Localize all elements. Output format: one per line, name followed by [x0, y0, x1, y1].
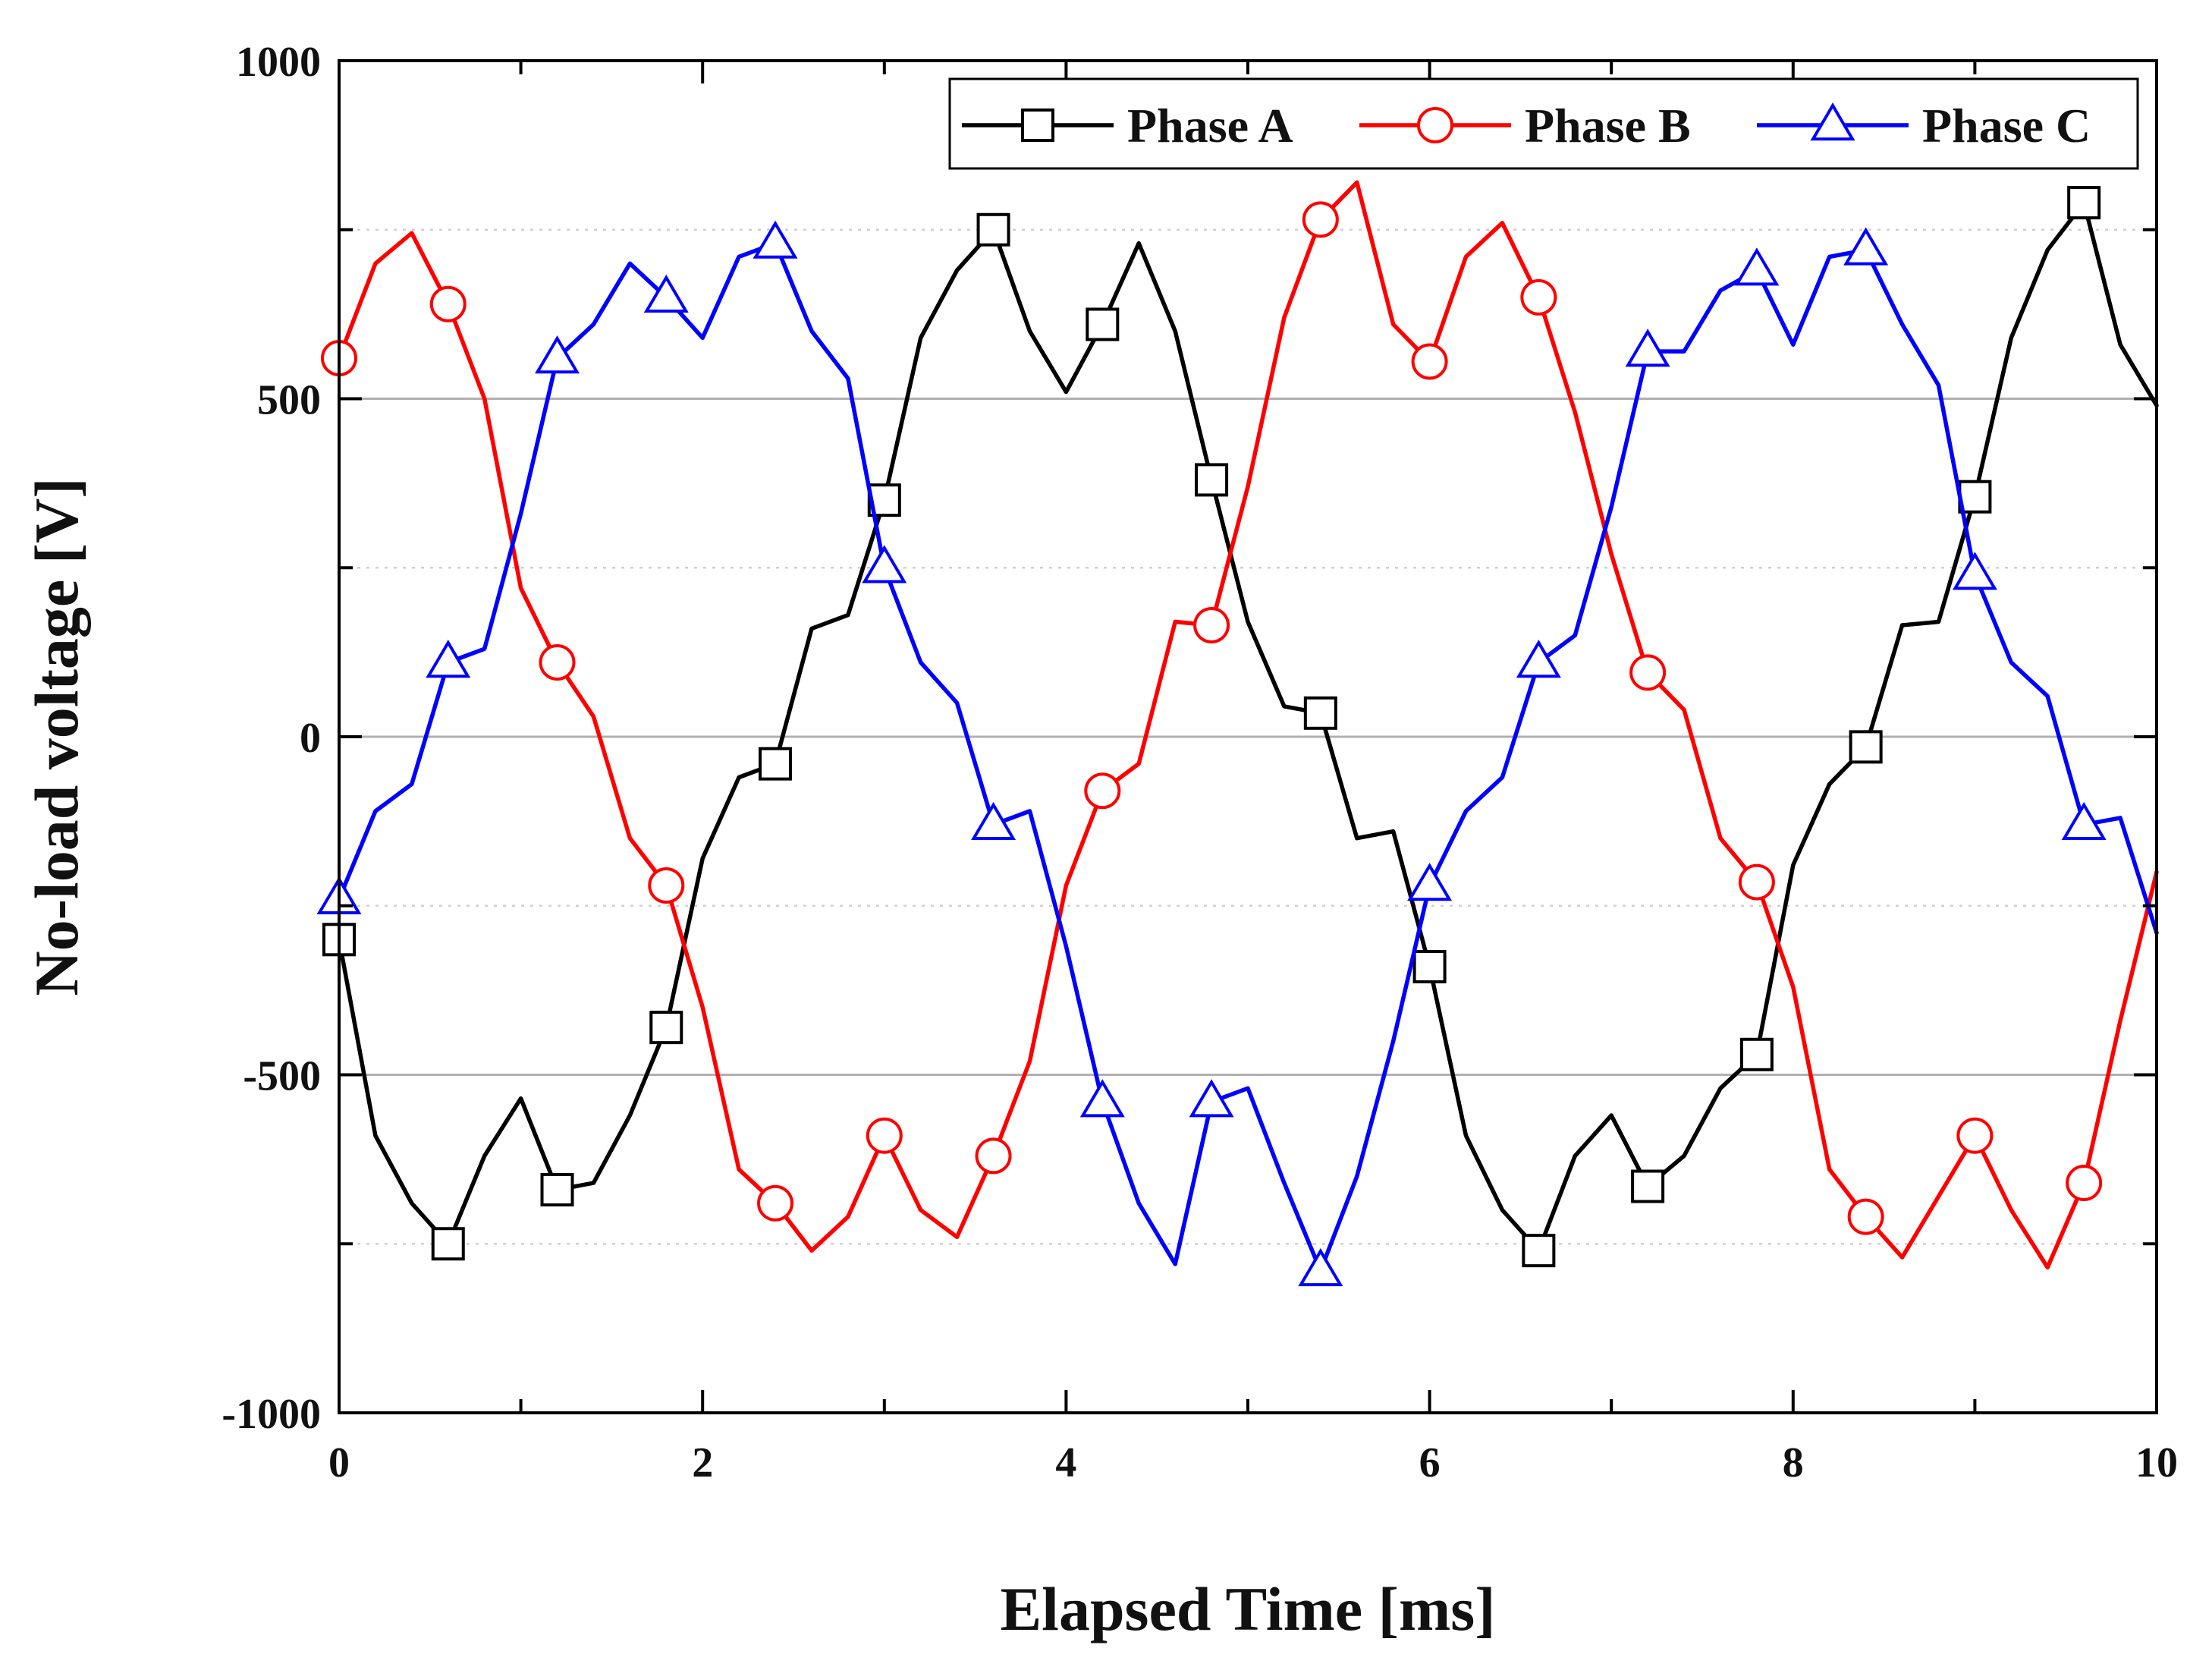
legend-entry: Phase A	[962, 99, 1293, 153]
series-layer	[316, 180, 2159, 1287]
x-tick-label: 2	[692, 1439, 713, 1486]
data-point-marker	[1631, 1169, 1665, 1203]
legend-marker	[1417, 107, 1453, 143]
axes-layer	[338, 59, 2158, 1414]
data-point-marker	[976, 212, 1010, 247]
data-point-marker	[975, 1137, 1012, 1175]
legend-label: Phase B	[1525, 99, 1691, 153]
data-point-marker	[540, 1172, 574, 1206]
data-point-marker	[539, 643, 576, 681]
data-point-marker	[1195, 463, 1229, 497]
data-point-marker	[867, 483, 901, 517]
legend-marker	[1021, 109, 1054, 142]
data-point-marker	[1412, 949, 1447, 983]
series-phase-a	[322, 186, 2159, 1268]
legend-box	[948, 77, 2139, 170]
x-tick-label: 0	[328, 1439, 350, 1486]
data-point-marker	[971, 801, 1016, 841]
data-point-marker	[1738, 863, 1775, 901]
legend-marker	[1810, 102, 1855, 141]
series-line	[337, 180, 2159, 1270]
x-tick-label: 8	[1783, 1439, 1804, 1486]
labels-layer: Elapsed Time [ms] No-load voltage [V] 0 2…	[22, 39, 2178, 1643]
y-tick-label: 500	[257, 377, 321, 424]
series-phase-c	[316, 220, 2159, 1287]
data-point-marker	[429, 285, 467, 322]
data-point-marker	[1079, 1079, 1125, 1118]
x-tick-label: 6	[1419, 1439, 1441, 1486]
y-tick-label: 0	[300, 715, 321, 762]
legend-entry: Phase C	[1757, 99, 2091, 153]
y-tick-label: -1000	[222, 1391, 321, 1438]
data-point-marker	[753, 220, 798, 259]
legend: Phase A Phase B Phase C	[948, 77, 2139, 170]
x-tick-label: 10	[2135, 1439, 2178, 1486]
data-point-marker	[431, 1227, 465, 1261]
data-point-marker	[426, 640, 471, 678]
data-point-marker	[1303, 696, 1337, 730]
data-point-marker	[1956, 1117, 1994, 1154]
data-point-marker	[1734, 247, 1780, 286]
data-point-marker	[2061, 801, 2107, 841]
data-point-marker	[759, 747, 793, 781]
y-tick-label: -500	[243, 1053, 321, 1100]
data-point-marker	[648, 867, 685, 904]
data-point-marker	[1952, 552, 1997, 590]
data-point-marker	[1411, 343, 1448, 380]
data-point-marker	[1629, 654, 1667, 691]
legend-entry: Phase B	[1359, 99, 1691, 153]
data-point-marker	[1843, 227, 1889, 266]
series-phase-b	[321, 180, 2159, 1270]
data-point-marker	[2067, 186, 2101, 220]
data-point-marker	[1847, 1198, 1884, 1235]
data-point-marker	[1086, 307, 1120, 341]
data-point-marker	[1189, 1079, 1234, 1118]
data-point-marker	[1407, 863, 1453, 901]
data-point-marker	[1302, 201, 1339, 238]
data-point-marker	[2066, 1165, 2103, 1202]
data-point-marker	[757, 1184, 794, 1222]
data-point-marker	[1084, 772, 1121, 810]
legend-label: Phase A	[1127, 99, 1293, 153]
data-point-marker	[862, 545, 907, 583]
data-point-marker	[1625, 329, 1670, 367]
legend-label: Phase C	[1922, 99, 2091, 153]
data-point-marker	[1193, 606, 1230, 643]
data-point-marker	[1958, 480, 1992, 514]
data-point-marker	[1298, 1247, 1343, 1287]
x-axis-title: Elapsed Time [ms]	[1000, 1574, 1495, 1643]
data-point-marker	[1520, 278, 1557, 316]
data-point-marker	[649, 1011, 683, 1045]
data-point-marker	[866, 1117, 903, 1154]
x-tick-label: 4	[1055, 1439, 1076, 1486]
y-tick-label: 1000	[236, 39, 321, 86]
series-line	[337, 241, 2159, 1273]
data-point-marker	[535, 335, 580, 374]
data-point-marker	[1522, 1234, 1556, 1268]
data-point-marker	[1516, 640, 1561, 678]
data-point-marker	[1739, 1037, 1774, 1071]
data-point-marker	[1849, 730, 1883, 764]
data-point-marker	[643, 274, 689, 313]
y-axis-title: No-load voltage [V]	[22, 477, 91, 995]
